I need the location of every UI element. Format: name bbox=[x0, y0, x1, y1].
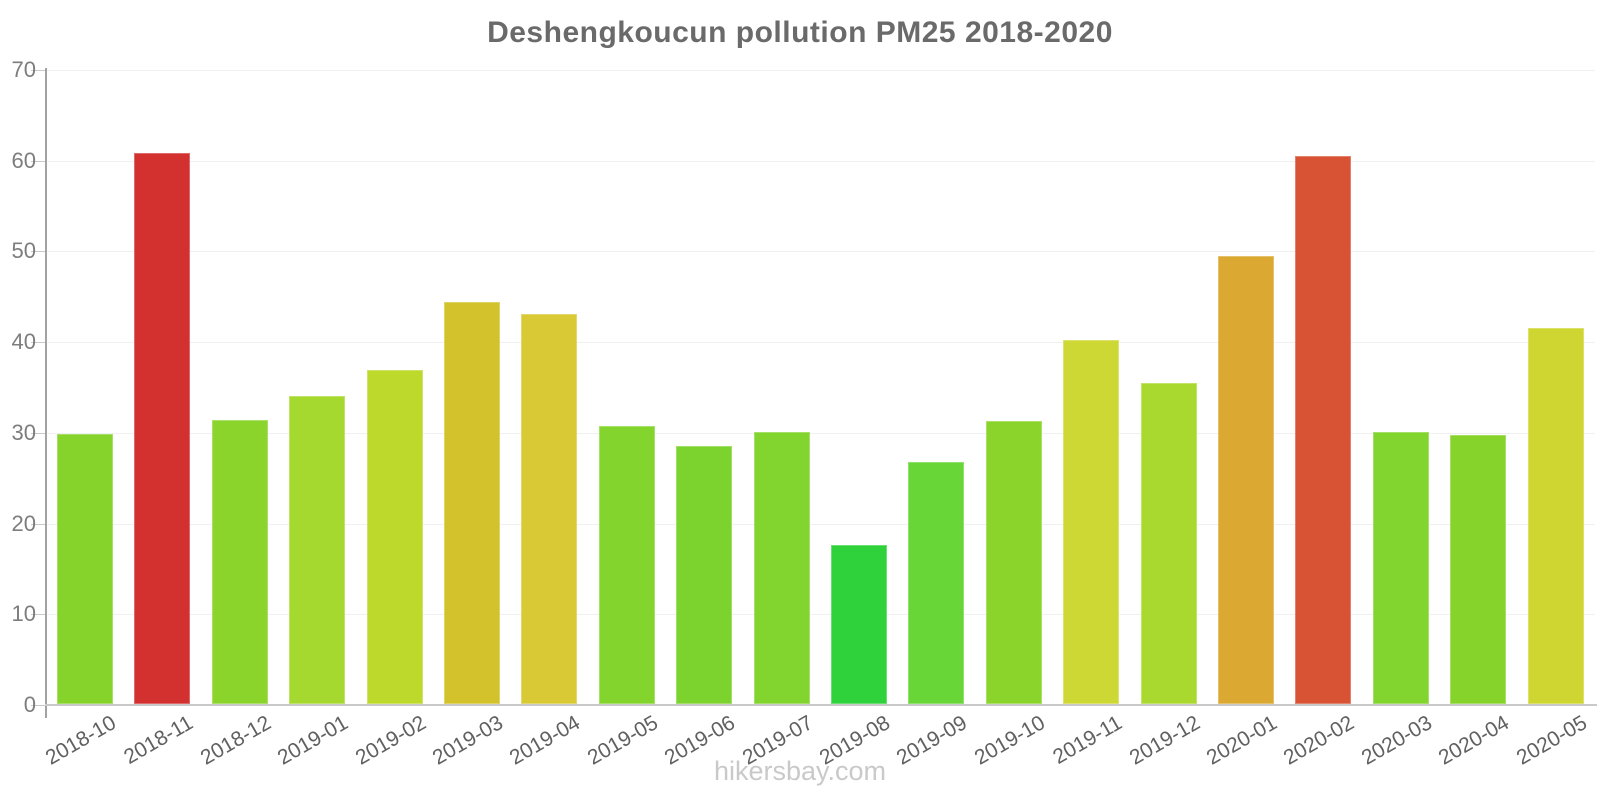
y-tick-10 bbox=[31, 614, 45, 615]
bar-2018-11[interactable] bbox=[134, 153, 190, 704]
bar-2019-07[interactable] bbox=[754, 432, 810, 704]
bar-2020-04[interactable] bbox=[1450, 435, 1506, 704]
gridline-50 bbox=[47, 251, 1595, 252]
bar-2019-09[interactable] bbox=[908, 462, 964, 704]
y-axis-label-40: 40 bbox=[11, 329, 36, 354]
y-axis-line bbox=[45, 68, 47, 718]
bar-2020-05[interactable] bbox=[1528, 328, 1584, 704]
bar-2019-03[interactable] bbox=[444, 302, 500, 704]
bar-2018-10[interactable] bbox=[57, 434, 113, 704]
y-axis-label-20: 20 bbox=[11, 511, 36, 536]
y-tick-40 bbox=[31, 342, 45, 343]
bar-2019-08[interactable] bbox=[831, 545, 887, 704]
y-axis-label-70: 70 bbox=[11, 57, 36, 82]
gridline-20 bbox=[47, 524, 1595, 525]
bar-2019-05[interactable] bbox=[599, 426, 655, 704]
y-axis-label-50: 50 bbox=[11, 238, 36, 263]
bar-2019-11[interactable] bbox=[1063, 340, 1119, 704]
y-tick-0 bbox=[31, 705, 45, 706]
x-axis-line bbox=[45, 704, 1597, 706]
y-axis-label-10: 10 bbox=[11, 601, 36, 626]
y-axis-label-30: 30 bbox=[11, 420, 36, 445]
gridline-60 bbox=[47, 161, 1595, 162]
gridline-30 bbox=[47, 433, 1595, 434]
gridline-10 bbox=[47, 614, 1595, 615]
bar-2019-02[interactable] bbox=[367, 370, 423, 704]
bar-2019-06[interactable] bbox=[676, 446, 732, 704]
watermark-text: hikersbay.com bbox=[713, 756, 887, 786]
y-axis-label-60: 60 bbox=[11, 148, 36, 173]
y-tick-70 bbox=[31, 70, 45, 71]
bar-2019-12[interactable] bbox=[1141, 383, 1197, 704]
chart-title: Deshengkoucun pollution PM25 2018-2020 bbox=[487, 16, 1113, 49]
bar-2019-01[interactable] bbox=[289, 396, 345, 704]
bar-2018-12[interactable] bbox=[212, 420, 268, 704]
gridline-40 bbox=[47, 342, 1595, 343]
y-tick-60 bbox=[31, 161, 45, 162]
bar-2020-01[interactable] bbox=[1218, 256, 1274, 704]
y-tick-30 bbox=[31, 433, 45, 434]
bar-2020-02[interactable] bbox=[1295, 156, 1351, 704]
bar-2019-10[interactable] bbox=[986, 421, 1042, 704]
bar-2019-04[interactable] bbox=[521, 314, 577, 704]
y-tick-50 bbox=[31, 251, 45, 252]
y-axis-label-0: 0 bbox=[23, 692, 36, 717]
bar-2020-03[interactable] bbox=[1373, 432, 1429, 704]
y-tick-20 bbox=[31, 524, 45, 525]
gridline-70 bbox=[47, 70, 1595, 71]
